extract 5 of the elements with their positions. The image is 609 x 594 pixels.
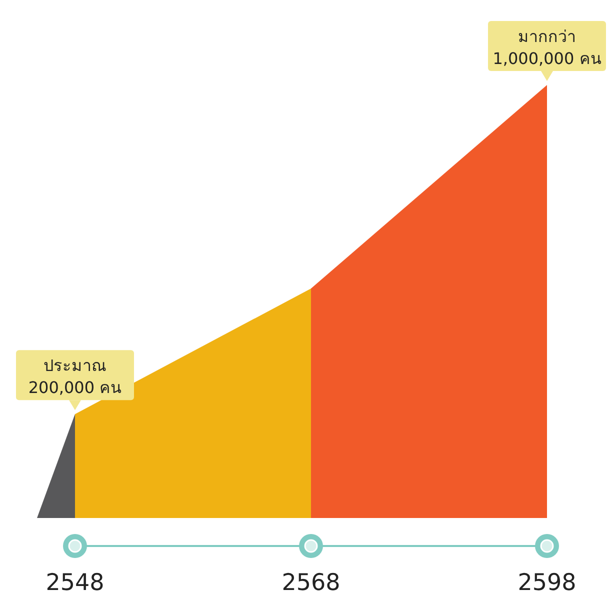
annotation: มากกว่า 1,000,000 คน bbox=[492, 27, 602, 68]
x-tick-label: 2548 bbox=[46, 570, 104, 594]
x-tick-label: 2598 bbox=[518, 570, 576, 594]
annotation: ประมาณ 200,000 คน bbox=[28, 356, 122, 398]
x-tick-label: 2568 bbox=[282, 570, 340, 594]
